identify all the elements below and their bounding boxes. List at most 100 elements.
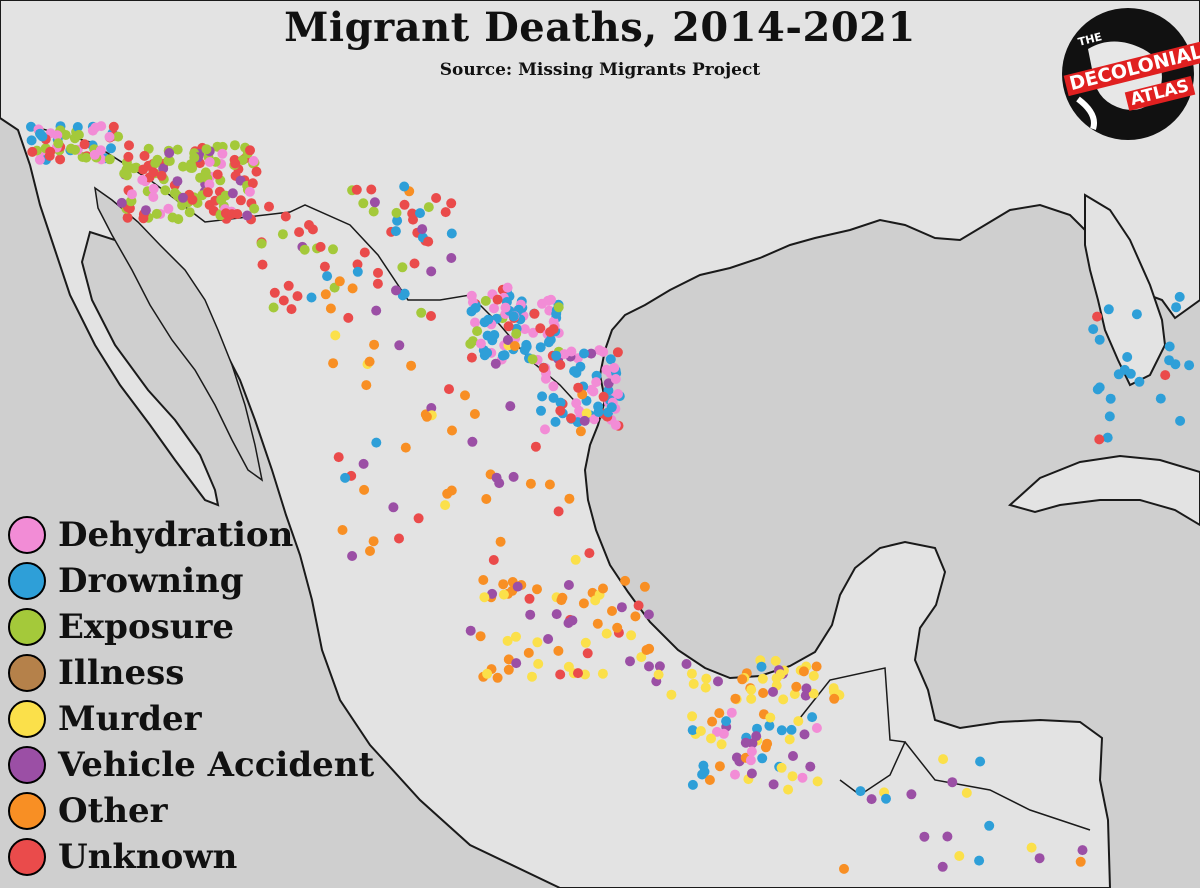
incident-dot-other — [361, 380, 372, 391]
incident-dot-drowning — [1184, 360, 1195, 371]
incident-dot-dehydration — [137, 174, 148, 185]
incident-dot-unknown — [286, 304, 297, 315]
incident-dot-unknown — [202, 187, 213, 198]
incident-dot-vehicle — [426, 403, 437, 413]
incident-dot-vehicle — [906, 789, 917, 800]
incident-dot-other — [337, 525, 348, 535]
incident-dot-other — [639, 581, 650, 592]
incident-dot-dehydration — [148, 192, 159, 202]
incident-dot-dehydration — [148, 183, 159, 194]
incident-dot-drowning — [757, 753, 768, 764]
incident-dot-other — [369, 339, 380, 350]
incident-dot-unknown — [278, 295, 289, 306]
incident-dot-vehicle — [502, 335, 513, 345]
incident-dot-exposure — [167, 212, 178, 223]
incident-dot-other — [347, 283, 358, 294]
incident-dot-vehicle — [731, 752, 742, 763]
incident-dot-drowning — [1155, 393, 1166, 404]
incident-dot-other — [737, 674, 748, 685]
incident-dot-exposure — [152, 154, 163, 165]
incident-dot-vehicle — [751, 731, 762, 742]
incident-dot-drowning — [855, 786, 866, 797]
incident-dot-vehicle — [508, 471, 519, 482]
incident-dot-drowning — [1104, 411, 1115, 422]
incident-dot-other — [612, 622, 623, 633]
incident-dot-drowning — [1094, 334, 1105, 345]
legend-label-dehydration: Dehydration — [58, 515, 294, 555]
incident-dot-dehydration — [571, 398, 582, 409]
incident-dot-unknown — [55, 154, 66, 165]
incident-dot-other — [630, 611, 641, 622]
incident-dot-exposure — [104, 154, 115, 165]
incident-dot-dehydration — [52, 130, 63, 141]
incident-dot-unknown — [1094, 434, 1105, 445]
incident-dot-murder — [636, 652, 647, 663]
incident-dot-vehicle — [391, 285, 401, 296]
incident-dot-other — [525, 478, 536, 489]
incident-dot-exposure — [527, 354, 538, 365]
incident-dot-vehicle — [227, 188, 238, 199]
incident-dot-drowning — [752, 723, 762, 734]
incident-dot-unknown — [538, 362, 549, 373]
incident-dot-drowning — [1164, 355, 1175, 366]
incident-dot-drowning — [1105, 393, 1116, 404]
incident-dot-vehicle — [505, 401, 516, 412]
incident-dot-murder — [666, 689, 677, 700]
incident-dot-unknown — [343, 312, 354, 323]
incident-dot-other — [704, 775, 715, 785]
incident-dot-other — [644, 643, 655, 654]
incident-dot-unknown — [235, 195, 246, 206]
incident-dot-murder — [482, 668, 493, 679]
incident-dot-drowning — [1113, 369, 1124, 380]
incident-dot-drowning — [1171, 302, 1182, 313]
incident-dot-unknown — [431, 193, 442, 203]
incident-dot-dehydration — [500, 302, 511, 313]
incident-dot-murder — [701, 673, 712, 684]
incident-dot-vehicle — [172, 176, 183, 187]
incident-dot-dehydration — [528, 327, 539, 338]
incident-dot-unknown — [319, 261, 330, 272]
legend-label-unknown: Unknown — [58, 837, 238, 877]
incident-dot-drowning — [1088, 324, 1099, 335]
incident-dot-murder — [1026, 842, 1037, 853]
incident-dot-unknown — [426, 311, 436, 321]
incident-dot-murder — [695, 726, 706, 736]
incident-dot-unknown — [444, 384, 454, 395]
incident-dot-exposure — [416, 307, 427, 318]
incident-dot-other — [598, 583, 608, 594]
incident-dot-vehicle — [805, 761, 816, 772]
incident-dot-dehydration — [89, 149, 100, 160]
incident-dot-exposure — [122, 170, 132, 181]
incident-dot-dehydration — [248, 156, 259, 166]
incident-dot-murder — [765, 712, 776, 723]
incident-dot-other — [575, 426, 586, 437]
incident-dot-drowning — [1094, 382, 1105, 393]
incident-dot-vehicle — [347, 551, 358, 561]
incident-dot-drowning — [1122, 352, 1133, 362]
legend-item-exposure: Exposure — [8, 604, 374, 650]
incident-dot-dehydration — [470, 317, 480, 328]
incident-dot-drowning — [1125, 368, 1136, 379]
incident-dot-exposure — [358, 198, 369, 209]
incident-dot-other — [503, 664, 514, 675]
incident-dot-dehydration — [589, 414, 600, 425]
legend-swatch-unknown — [8, 838, 46, 876]
incident-dot-unknown — [232, 209, 243, 219]
legend-item-drowning: Drowning — [8, 558, 374, 604]
incident-dot-vehicle — [417, 224, 428, 235]
legend-label-illness: Illness — [58, 653, 185, 693]
incident-dot-vehicle — [947, 777, 958, 788]
incident-dot-murder — [787, 771, 798, 782]
incident-dot-vehicle — [937, 861, 948, 872]
incident-dot-unknown — [264, 201, 274, 212]
incident-dot-unknown — [553, 506, 564, 517]
incident-dot-vehicle — [358, 458, 369, 469]
incident-dot-exposure — [81, 152, 92, 163]
incident-dot-other — [447, 425, 457, 436]
incident-dot-vehicle — [579, 415, 590, 426]
incident-dot-unknown — [409, 258, 420, 269]
incident-dot-drowning — [786, 724, 797, 735]
incident-dot-exposure — [172, 144, 183, 155]
incident-dot-exposure — [212, 141, 223, 152]
